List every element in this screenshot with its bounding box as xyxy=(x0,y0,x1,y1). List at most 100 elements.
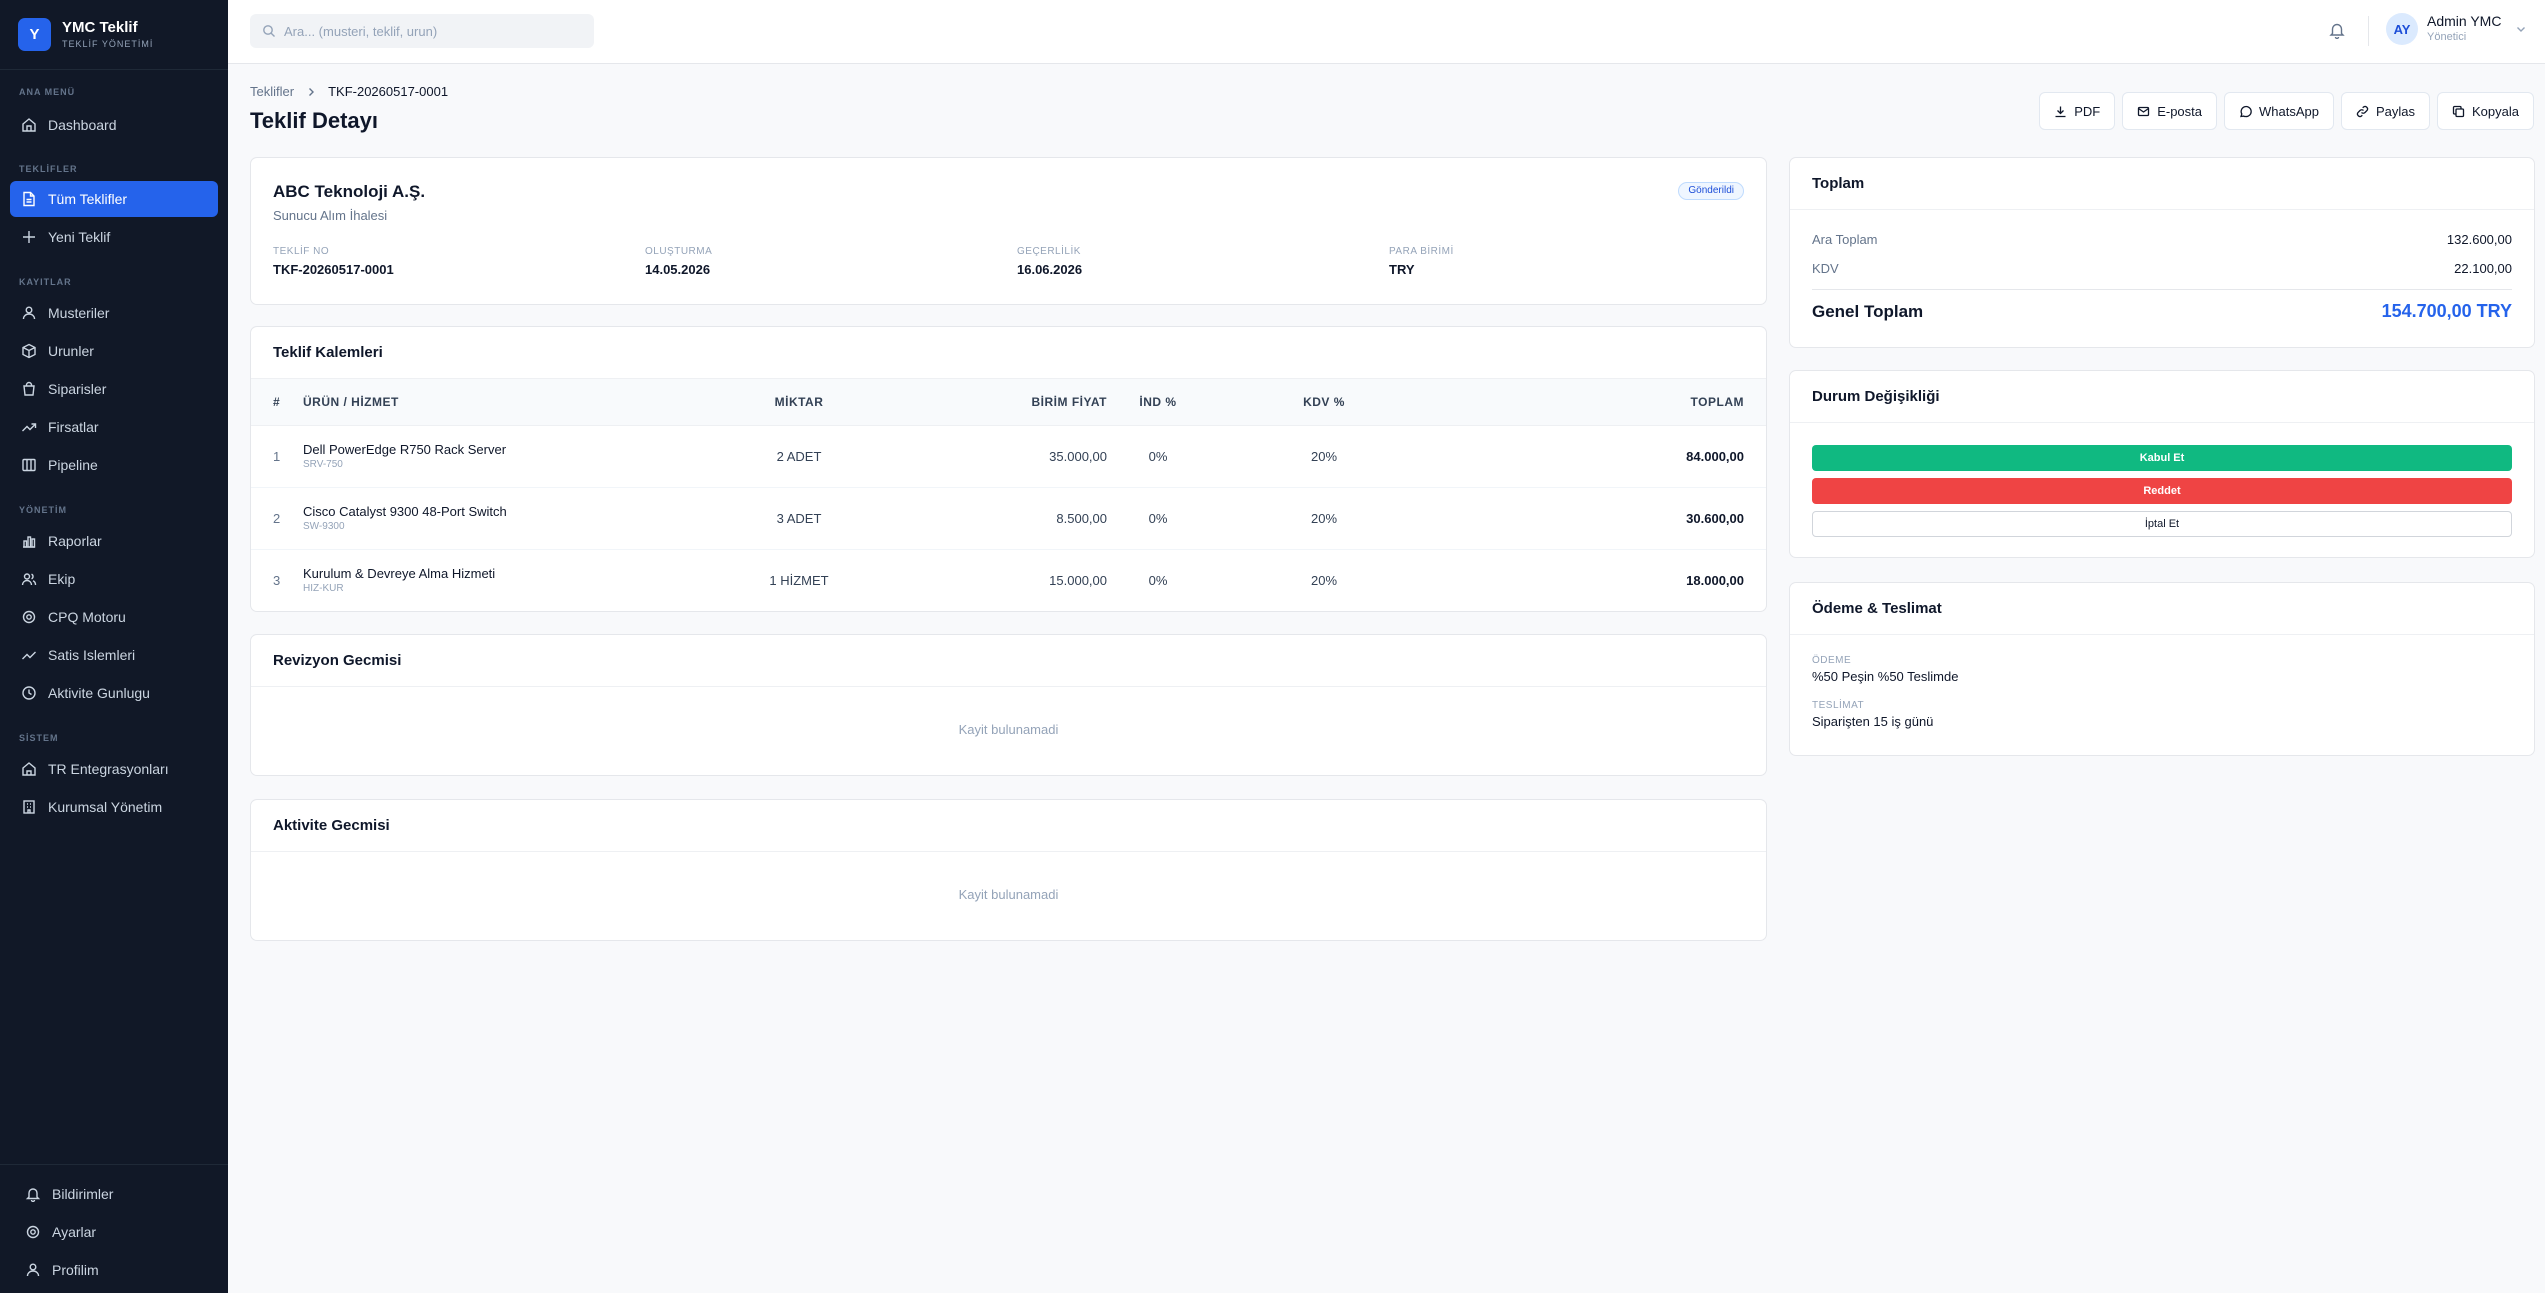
brand[interactable]: Y YMC Teklif TEKLİF YÖNETİMİ xyxy=(0,0,228,70)
grand-total-value: 154.700,00 TRY xyxy=(2381,301,2512,321)
reject-button[interactable]: Reddet xyxy=(1812,478,2512,504)
sidebar-item-cpq[interactable]: CPQ Motoru xyxy=(10,599,218,635)
brand-logo: Y xyxy=(18,18,51,51)
sidebar-item-activity-log[interactable]: Aktivite Gunlugu xyxy=(10,675,218,711)
cell-product: Dell PowerEdge R750 Rack Server SRV-750 xyxy=(303,425,703,487)
search-input[interactable] xyxy=(284,23,574,39)
sidebar-item-dashboard[interactable]: Dashboard xyxy=(10,107,218,143)
cell-no: 3 xyxy=(251,548,303,611)
vat-value: 22.100,00 xyxy=(2454,261,2512,276)
sidebar-item-label: Ayarlar xyxy=(52,1224,97,1240)
summary-title: Toplam xyxy=(1790,158,2534,210)
team-icon xyxy=(21,573,37,586)
bell-icon[interactable] xyxy=(2328,21,2346,39)
product-code: SRV-750 xyxy=(303,459,343,470)
sidebar-item-team[interactable]: Ekip xyxy=(10,561,218,597)
cell-total: 30.600,00 xyxy=(1439,486,1766,549)
table-row[interactable]: 3 Kurulum & Devreye Alma Hizmeti HIZ-KUR… xyxy=(251,548,1766,611)
accept-button[interactable]: Kabul Et xyxy=(1812,445,2512,471)
sidebar-item-corporate[interactable]: Kurumsal Yönetim xyxy=(10,789,218,825)
user-menu[interactable]: AY Admin YMC Yönetici xyxy=(2386,13,2527,45)
clock-icon xyxy=(22,686,36,700)
payment-value: %50 Peşin %50 Teslimde xyxy=(1812,669,1959,684)
col-total: TOPLAM xyxy=(1439,379,1766,426)
bell-icon xyxy=(25,1188,41,1202)
whatsapp-button[interactable]: WhatsApp xyxy=(2224,92,2334,130)
sidebar-item-label: CPQ Motoru xyxy=(48,609,126,625)
sidebar-item-label: Urunler xyxy=(48,343,94,359)
items-card: Teklif Kalemleri # ÜRÜN / HİZMET MİKTAR … xyxy=(250,326,1767,612)
revisions-title: Revizyon Gecmisi xyxy=(251,635,1766,687)
cell-no: 1 xyxy=(273,448,281,464)
meta-valid: GEÇERLİLİK 16.06.2026 xyxy=(1017,246,1082,277)
search-icon xyxy=(263,25,275,37)
chevron-right-icon xyxy=(309,87,315,96)
cell-unit-price: 8.500,00 xyxy=(895,486,1107,549)
status-change-title: Durum Değişikliği xyxy=(1790,371,2534,423)
pdf-button[interactable]: PDF xyxy=(2039,92,2116,130)
cell-total: 18.000,00 xyxy=(1439,548,1766,611)
meta-label: OLUŞTURMA xyxy=(645,246,713,257)
meta-label: PARA BİRİMİ xyxy=(1389,246,1454,257)
cell-qty: 3 ADET xyxy=(703,486,895,549)
table-row[interactable]: 1 Dell PowerEdge R750 Rack Server SRV-75… xyxy=(251,425,1766,487)
share-button[interactable]: Paylas xyxy=(2340,92,2431,130)
sidebar-item-pipeline[interactable]: Pipeline xyxy=(10,447,218,483)
chevron-down-icon xyxy=(2517,27,2526,32)
home-icon xyxy=(22,118,36,132)
sidebar-item-new-quote[interactable]: Yeni Teklif xyxy=(10,219,218,255)
col-vat: KDV % xyxy=(1209,379,1439,426)
search-box[interactable] xyxy=(250,14,594,48)
table-row[interactable]: 2 Cisco Catalyst 9300 48-Port Switch SW-… xyxy=(251,486,1766,549)
delivery-value: Siparişten 15 iş günü xyxy=(1812,714,1934,729)
sidebar-item-settings[interactable]: Ayarlar xyxy=(14,1213,214,1251)
meta-created: OLUŞTURMA 14.05.2026 xyxy=(645,246,712,277)
plus-icon xyxy=(23,231,35,243)
sidebar-item-customers[interactable]: Musteriler xyxy=(10,295,218,331)
copy-button[interactable]: Kopyala xyxy=(2437,92,2534,130)
sidebar-item-orders[interactable]: Siparisler xyxy=(10,371,218,407)
cell-unit-price: 15.000,00 xyxy=(895,548,1107,611)
sidebar-item-profile[interactable]: Profilim xyxy=(14,1251,214,1289)
mail-icon xyxy=(2138,106,2150,116)
cell-vat: 20% xyxy=(1209,548,1439,611)
col-no: # xyxy=(251,379,303,426)
activities-empty: Kayit bulunamadi xyxy=(958,887,1059,902)
breadcrumb-parent[interactable]: Teklifler xyxy=(250,84,295,99)
whatsapp-label: WhatsApp xyxy=(2259,103,2319,119)
sidebar-item-products[interactable]: Urunler xyxy=(10,333,218,369)
sidebar-item-reports[interactable]: Raporlar xyxy=(10,523,218,559)
status-change-card: Durum Değişikliği Kabul Et Reddet İptal … xyxy=(1789,370,2535,558)
quote-subject: Sunucu Alım İhalesi xyxy=(273,208,388,223)
customer-name[interactable]: ABC Teknoloji A.Ş. xyxy=(273,182,426,201)
sidebar-item-opportunities[interactable]: Firsatlar xyxy=(10,409,218,445)
vat-label: KDV xyxy=(1812,261,1839,276)
trending-up-icon xyxy=(22,423,37,432)
activity-icon xyxy=(22,651,36,660)
document-icon xyxy=(23,191,35,207)
cell-discount: 0% xyxy=(1148,448,1168,464)
sidebar-item-label: Satis Islemleri xyxy=(48,647,136,663)
sidebar-item-notifications[interactable]: Bildirimler xyxy=(14,1175,214,1213)
summary-card: Toplam Ara Toplam 132.600,00 KDV 22.100,… xyxy=(1789,157,2535,348)
table-header-row: # ÜRÜN / HİZMET MİKTAR BİRİM FİYAT İND %… xyxy=(251,379,1766,426)
product-code: HIZ-KUR xyxy=(303,583,344,595)
sidebar-item-sales-ops[interactable]: Satis Islemleri xyxy=(10,637,218,673)
breadcrumb-current: TKF-20260517-0001 xyxy=(328,84,449,99)
email-button[interactable]: E-posta xyxy=(2122,92,2217,130)
user-role: Yönetici xyxy=(2427,31,2467,43)
items-table: # ÜRÜN / HİZMET MİKTAR BİRİM FİYAT İND %… xyxy=(251,379,1766,611)
sidebar-item-all-quotes[interactable]: Tüm Teklifler xyxy=(10,181,218,217)
grand-total-label: Genel Toplam xyxy=(1812,301,1924,321)
cell-qty: 2 ADET xyxy=(776,448,822,464)
shopping-bag-icon xyxy=(23,381,35,396)
cell-product: Cisco Catalyst 9300 48-Port Switch SW-93… xyxy=(303,486,703,549)
action-toolbar: PDF E-posta WhatsApp Paylas Kopyala xyxy=(2039,92,2534,130)
whatsapp-icon xyxy=(2240,105,2252,117)
cell-vat: 20% xyxy=(1209,486,1439,549)
sidebar-item-label: Siparisler xyxy=(48,381,107,397)
gear-icon xyxy=(26,1225,40,1239)
col-product: ÜRÜN / HİZMET xyxy=(303,379,703,426)
sidebar-item-tr-integrations[interactable]: TR Entegrasyonları xyxy=(10,751,218,787)
cancel-quote-button[interactable]: İptal Et xyxy=(1812,511,2512,537)
